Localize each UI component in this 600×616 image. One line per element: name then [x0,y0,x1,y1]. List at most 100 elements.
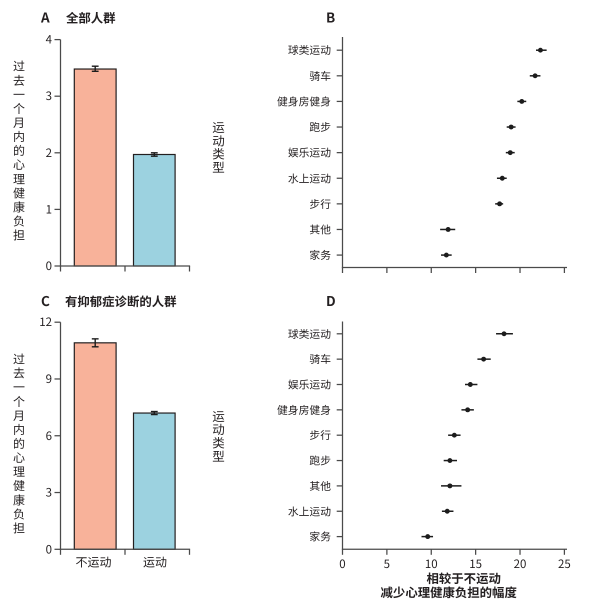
dot-b-7 [445,227,451,232]
y-tick-label-a: 3 [46,88,52,104]
category-label-d-4: 步行 [309,427,331,443]
panel-b-side-label-char: 型 [212,157,225,176]
y-tick-label-a: 1 [46,201,52,217]
category-label-b-7: 其他 [309,221,331,237]
dot-d-7 [444,508,450,514]
panel-b-letter: B [326,7,335,27]
panel-d-side-label-char: 类 [212,433,225,452]
panel-a-ylabel-char: 担 [13,227,25,244]
panel-a-ylabel-char: 个 [13,100,25,117]
y-tick-label-c: 3 [46,485,52,501]
panel-b-side-label-char: 动 [212,130,225,149]
category-label-d-8: 家务 [309,529,331,545]
dot-d-4 [451,432,457,438]
panel-a-ylabel-char: 月 [13,114,25,131]
dot-d-3 [465,407,471,413]
category-label-b-3: 跑步 [309,119,331,135]
dot-b-1 [532,73,538,79]
bar-c-1 [132,412,176,550]
category-label-b-6: 步行 [309,196,331,212]
panel-c-letter: C [41,290,50,310]
category-label-d-1: 骑车 [309,351,331,367]
dot-b-4 [507,150,513,156]
panel-c-ylabel-char: 内 [13,421,25,438]
panel-c-ylabel-char: 理 [13,463,25,480]
panel-a-ylabel-char: 心 [13,156,25,173]
panel-c-ylabel-char: 月 [13,407,25,424]
panel-c-ylabel-char: 去 [13,365,25,382]
panel-c-ylabel-char: 担 [13,519,25,536]
category-label-b-4: 娱乐运动 [288,145,331,161]
bar-c-0 [73,342,117,550]
panel-d-side-label-char: 型 [212,446,225,465]
panel-a-ylabel-char: 过 [13,58,25,75]
x-axis-label-d-line1: 相较于不运动 [427,569,501,587]
y-tick-label-c: 0 [46,541,52,557]
dot-d-6 [447,483,453,489]
category-label-d-0: 球类运动 [288,326,331,342]
panel-c-title: 有抑郁症诊断的人群 [65,292,177,310]
x-tick-label-d: 10 [425,556,438,572]
dot-b-2 [519,98,525,104]
panel-c-ylabel-char: 过 [13,351,25,368]
panel-a-title: 全部人群 [66,9,116,27]
panel-a-letter: A [40,7,50,27]
panel-c-ylabel-char: 健 [13,477,25,494]
bar-a-1 [132,153,176,267]
y-tick-label-c: 12 [39,314,52,330]
panel-d-letter: D [326,290,336,310]
panel-c-ylabel-char: 的 [13,435,25,452]
y-tick-label-c: 6 [46,428,52,444]
category-label-b-2: 健身房健身 [277,93,331,109]
panel-c-ylabel-char: 康 [13,491,25,508]
x-tick-label-d: 15 [469,556,482,572]
category-label-d-7: 水上运动 [288,503,331,519]
dot-d-1 [481,356,487,362]
panel-b-side-label-char: 运 [212,117,225,136]
x-tick-label-d: 20 [514,556,527,572]
category-label-b-5: 水上运动 [288,170,331,186]
panel-a-ylabel-char: 一 [13,86,25,103]
panel-a-ylabel-char: 去 [13,72,25,89]
y-tick-label-c: 9 [46,371,52,387]
panel-a-ylabel-char: 理 [13,170,25,187]
x-axis-label-d-line2: 减少心理健康负担的幅度 [381,583,518,601]
x-tick-label-d: 5 [384,556,390,572]
dot-b-3 [508,124,514,130]
category-label-d-5: 跑步 [309,453,331,469]
panel-c-ylabel-char: 个 [13,393,25,410]
x-category-label-c-1: 运动 [143,554,167,571]
panel-a-ylabel-char: 内 [13,128,25,145]
panel-a-ylabel-char: 负 [13,212,25,229]
dot-d-2 [467,382,473,387]
y-tick-label-a: 2 [46,145,52,161]
category-label-b-0: 球类运动 [288,42,331,58]
y-tick-label-a: 4 [46,32,53,48]
x-tick-label-d: 25 [558,556,571,572]
category-label-d-6: 其他 [309,478,331,494]
dot-b-6 [497,201,503,207]
x-tick-label-d: 0 [339,556,345,572]
bar-a-0 [73,68,117,267]
panel-c-ylabel-char: 心 [13,449,25,466]
dot-d-5 [447,458,453,463]
dot-d-0 [501,331,507,337]
panel-d-side-label-char: 运 [212,406,225,425]
panel-d-side-label-char: 动 [212,419,225,438]
category-label-d-3: 健身房健身 [277,402,331,418]
dot-d-8 [425,534,431,540]
x-category-label-c-0: 不运动 [75,554,111,571]
dot-b-8 [443,252,449,258]
panel-a-ylabel-char: 健 [13,184,25,201]
panel-c-ylabel-char: 负 [13,505,25,522]
dot-b-0 [537,47,543,53]
y-tick-label-a: 0 [46,258,52,274]
category-label-d-2: 娱乐运动 [288,377,331,393]
panel-a-ylabel-char: 康 [13,198,25,215]
